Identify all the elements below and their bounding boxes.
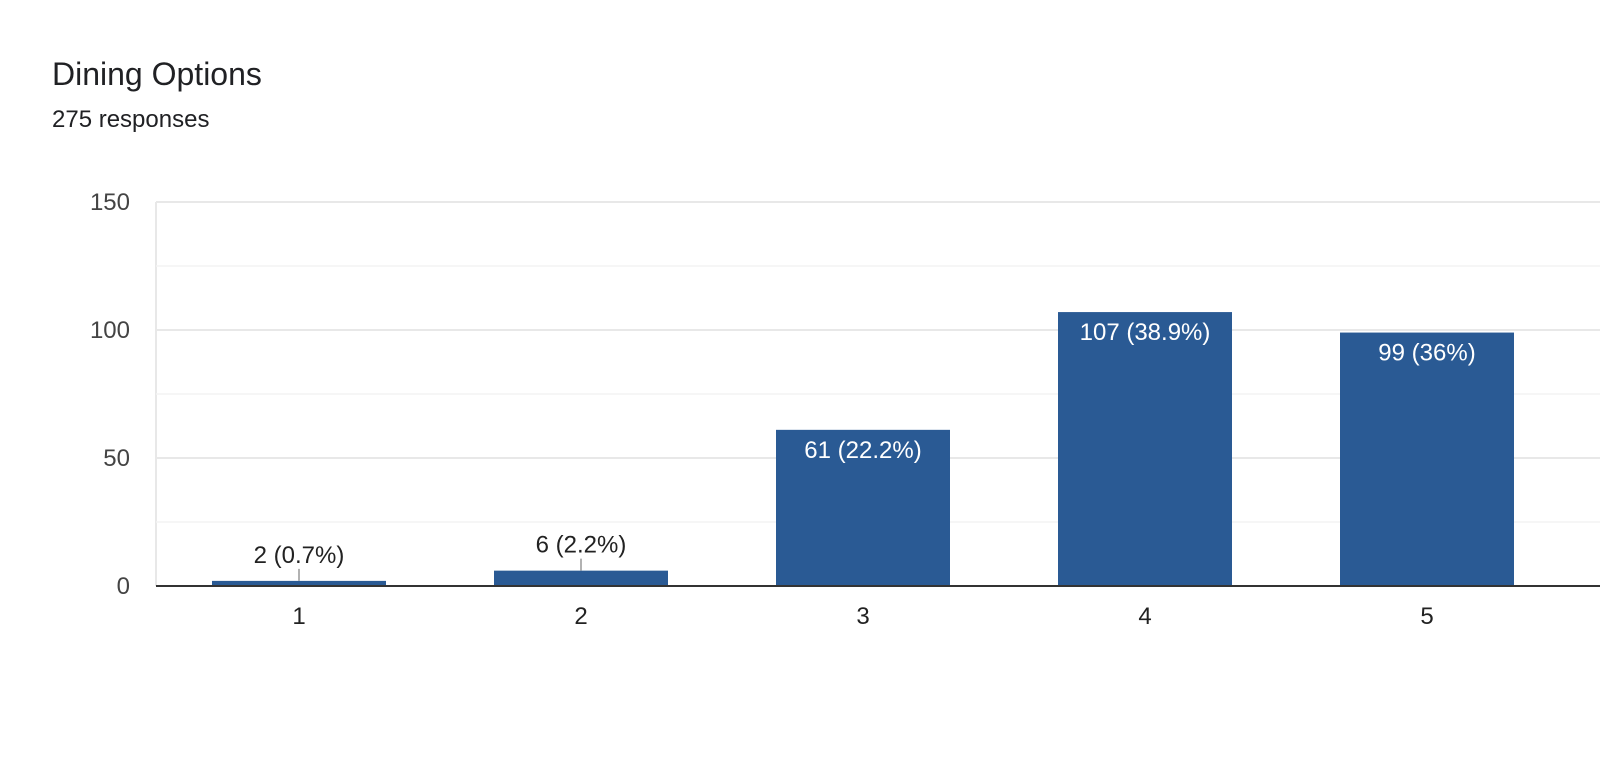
data-label-4: 107 (38.9%)	[1080, 319, 1211, 346]
chart-title: Dining Options	[52, 56, 262, 92]
data-label-2: 6 (2.2%)	[536, 532, 627, 559]
data-label-1: 2 (0.7%)	[254, 542, 345, 569]
data-label-3: 61 (22.2%)	[804, 437, 921, 464]
y-axis: 0 50 100 150	[90, 189, 130, 600]
y-tick-label: 50	[103, 445, 130, 472]
data-label-5: 99 (36%)	[1378, 340, 1475, 367]
y-tick-label: 150	[90, 189, 130, 216]
bar-2	[494, 570, 668, 586]
x-tick-label: 2	[574, 603, 587, 630]
x-tick-label: 4	[1138, 603, 1151, 630]
response-count: 275 responses	[52, 106, 210, 133]
x-tick-label: 1	[292, 603, 305, 630]
bars	[212, 312, 1514, 586]
x-tick-label: 5	[1420, 603, 1433, 630]
bar-5	[1340, 332, 1514, 586]
x-tick-label: 3	[856, 603, 869, 630]
y-tick-label: 100	[90, 317, 130, 344]
bar-1	[212, 580, 386, 586]
bar-3	[776, 429, 950, 586]
x-axis: 1 2 3 4 5	[156, 585, 1600, 630]
data-labels: 2 (0.7%) 6 (2.2%) 61 (22.2%) 107 (38.9%) 99 …	[254, 319, 1476, 581]
bar-4	[1058, 312, 1232, 586]
y-tick-label: 0	[117, 573, 130, 600]
